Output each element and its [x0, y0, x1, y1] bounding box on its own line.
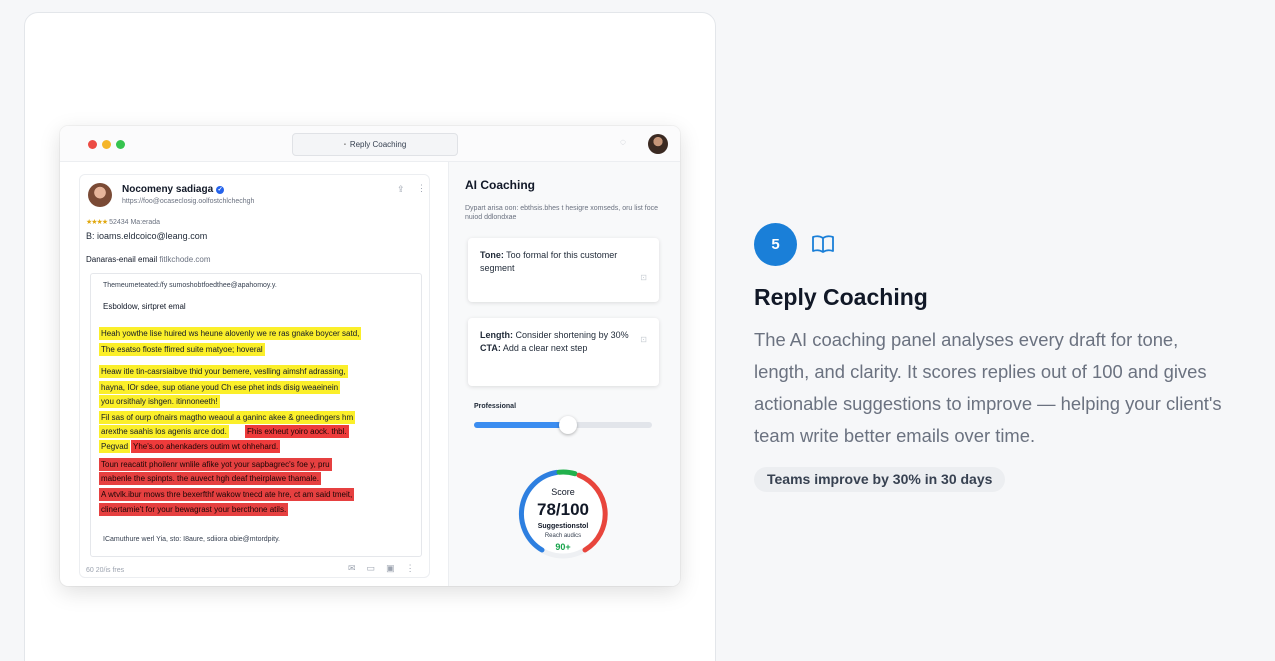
highlight-red[interactable]: clinertamie't for your bewagrast your be…: [99, 503, 289, 516]
window-title-bar[interactable]: ▪ Reply Coaching: [292, 133, 458, 156]
suggestion-label: Tone:: [480, 250, 504, 260]
comment-icon[interactable]: ⊡: [640, 335, 647, 344]
tone-slider-label: Professional: [474, 403, 517, 410]
tone-slider-thumb[interactable]: [559, 416, 577, 434]
subject-label: Danaras-enail email: [86, 255, 158, 264]
draft-signoff: ICamuthure werl Yia, sto: I8aure, sdiior…: [103, 536, 280, 543]
suggestion-text: Too formal for this customer segment: [480, 250, 618, 273]
rating-text: 52434 Ma:erada: [109, 219, 161, 226]
feature-badge: Teams improve by 30% in 30 days: [754, 467, 1006, 492]
suggestion-text-cta: Add a clear next step: [502, 343, 588, 353]
close-window-button[interactable]: [88, 140, 97, 149]
sender-name-row: Nocomeny sadiaga ✓: [122, 184, 225, 195]
mail-icon[interactable]: ✉: [348, 563, 356, 573]
share-icon[interactable]: ⇪: [397, 184, 405, 194]
pane-divider: [448, 162, 449, 586]
lock-icon: ▪: [343, 141, 346, 148]
subject-line: Danaras-enail email fitlkchode.com: [86, 255, 211, 264]
email-pane: Nocomeny sadiaga ✓ https://foo@ocaseclosi…: [79, 174, 430, 578]
score-gauge: Score 78/100 Suggestionstol Reach audics…: [515, 466, 611, 562]
suggestion-text: Consider shortening by 30%: [515, 330, 629, 340]
app-window: ▪ Reply Coaching ◌ Nocomeny sadiaga ✓ htt…: [60, 126, 680, 586]
score-subtitle: Suggestionstol: [537, 523, 589, 530]
sender-email: https://foo@ocaseclosig.oolfostchlchechg…: [122, 198, 255, 205]
reply-to: B: ioams.eldcoico@leang.com: [86, 231, 208, 241]
maximize-window-button[interactable]: [116, 140, 125, 149]
highlight-yellow[interactable]: hayna, IOr sdee, sup otiane youd Ch ese …: [99, 381, 341, 394]
draft-editor[interactable]: Themeumeteated:/fy sumoshobtfoedthee@apa…: [90, 273, 422, 557]
gauge-segment-green: [556, 469, 578, 477]
suggestion-label: Length:: [480, 330, 513, 340]
suggestion-card-length[interactable]: Length: Consider shortening by 30% CTA: …: [468, 318, 659, 386]
email-footer-actions: ✉ ▭ ▣ ⋮: [348, 563, 415, 574]
gauge-segment-red: [576, 472, 608, 553]
score-label: Score: [551, 487, 575, 497]
highlight-yellow[interactable]: arexthe saahis los agenis arce dod.: [99, 425, 229, 438]
highlight-red[interactable]: Yhe's.oo ahenkaders outim wt ohhehard.: [131, 440, 281, 453]
score-extra: 90+: [555, 542, 571, 552]
comment-icon[interactable]: ▭: [366, 563, 376, 573]
highlight-yellow[interactable]: Heaw itle tin-casrsiaibve thid your beme…: [99, 365, 348, 378]
suggestion-label-cta: CTA:: [480, 343, 501, 353]
score-value: 78/100: [537, 500, 589, 519]
coaching-description: Dypart arisa oon: ebthsis.bhes t hesigre…: [465, 205, 658, 221]
window-titlebar: ▪ Reply Coaching ◌: [60, 126, 680, 162]
coaching-panel: AI Coaching Dypart arisa oon: ebthsis.bh…: [449, 162, 680, 586]
archive-icon[interactable]: ▣: [386, 563, 395, 573]
coaching-title: AI Coaching: [465, 178, 536, 192]
draft-greeting: Esboldow, sirtpret emal: [103, 302, 186, 311]
chat-icon[interactable]: ◌: [620, 137, 626, 148]
suggestion-card-tone[interactable]: Tone: Too formal for this customer segme…: [468, 238, 659, 302]
score-gauge-text: Score 78/100 Suggestionstol Reach audics…: [515, 466, 611, 562]
highlight-yellow[interactable]: Pegvad: [99, 440, 131, 453]
tone-slider[interactable]: [474, 416, 652, 434]
feature-description: The AI coaching panel analyses every dra…: [754, 329, 1222, 446]
subject-value: fitlkchode.com: [159, 255, 211, 264]
tone-slider-fill: [474, 422, 568, 428]
score-subtitle-2: Reach audics: [544, 533, 582, 539]
minimize-window-button[interactable]: [102, 140, 111, 149]
sender-avatar: [88, 183, 112, 207]
highlight-red[interactable]: A wtvlk.ibur mows thre bexerfthf wakow t…: [99, 488, 355, 501]
highlight-yellow[interactable]: Fil sas of ourp ofnairs magtho weaoul a …: [99, 411, 356, 424]
draft-url: Themeumeteated:/fy sumoshobtfoedthee@apa…: [103, 282, 277, 289]
sender-name: Nocomeny sadiaga: [122, 184, 214, 195]
highlight-yellow[interactable]: you orsithaly ishgen. itinnoneeth!: [99, 395, 220, 408]
step-number-badge: 5: [754, 223, 797, 266]
highlight-red[interactable]: Fhis exheut yoiro aock. thbl.: [245, 425, 349, 438]
highlight-yellow[interactable]: The esatso floste ffirred suite matyoe; …: [99, 343, 265, 356]
window-title: Reply Coaching: [349, 140, 407, 149]
user-avatar[interactable]: [648, 134, 668, 154]
comment-icon[interactable]: ⊡: [640, 273, 647, 282]
highlight-yellow[interactable]: Heah yowthe lise huired ws heune alovenl…: [99, 327, 362, 340]
book-icon: [812, 235, 834, 253]
score-gauge-ring: [518, 469, 608, 559]
rating-stars: ★★★★: [86, 219, 108, 226]
more-icon[interactable]: ⋮: [405, 563, 415, 573]
gauge-segment-blue: [519, 469, 560, 553]
feature-title: Reply Coaching: [754, 284, 928, 310]
verified-icon: ✓: [216, 186, 225, 194]
highlight-red[interactable]: mabenle the spinpts. the auvect hgh deaf…: [99, 472, 321, 485]
more-icon[interactable]: ⋮: [417, 183, 426, 193]
highlight-red[interactable]: Toun reacatit phoilenr wnlile afike yot …: [99, 458, 332, 471]
sender-rating: ★★★★ 52434 Ma:erada: [86, 218, 160, 226]
email-footer: 60 20/is fres: [86, 567, 125, 574]
